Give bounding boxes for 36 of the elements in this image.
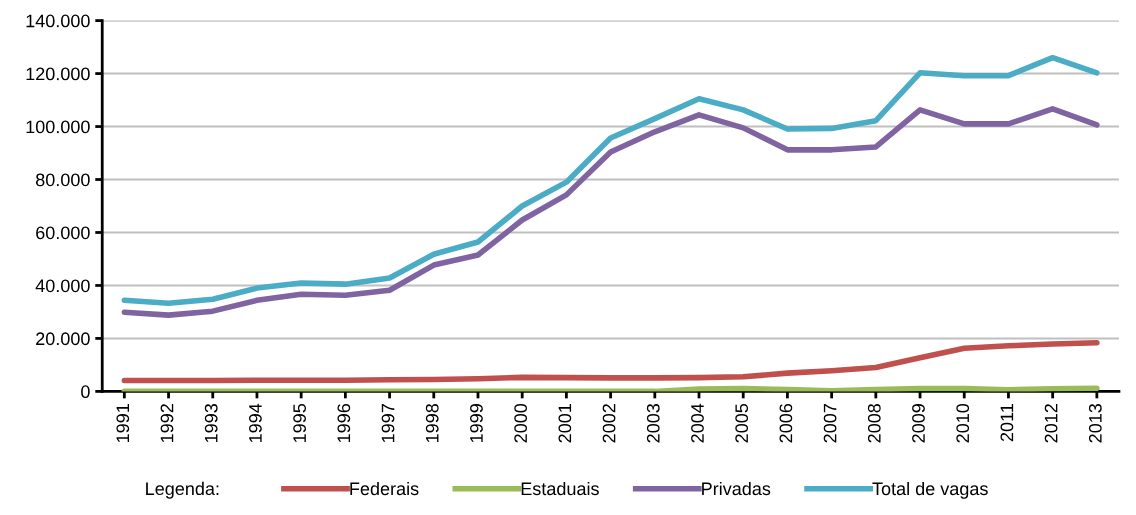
x-tick-label: 1992 (160, 404, 174, 442)
x-tick-label: 2007 (823, 404, 837, 443)
y-tick-label: 40.000 (35, 279, 90, 293)
x-tick-label: 2004 (691, 403, 704, 443)
x-tick-label: 1997 (381, 404, 395, 442)
x-tick-label: 2000 (514, 403, 528, 443)
legend-label: Privadas (702, 481, 771, 496)
x-tick-label: 1993 (204, 404, 218, 442)
x-tick-label: 2003 (646, 404, 660, 443)
x-tick-label: 2009 (912, 404, 925, 443)
x-tick-label: 2011 (1000, 404, 1014, 442)
y-tick-label: 20.000 (36, 332, 90, 346)
legend-label: Total de vagas (872, 481, 988, 499)
legend-label: Federais (350, 481, 419, 496)
x-tick-label: 2013 (1088, 404, 1102, 443)
y-tick-label: 60.000 (36, 226, 90, 240)
x-tick-label: 2012 (1044, 404, 1058, 443)
x-tick-label: 1998 (425, 403, 439, 442)
x-tick-label: 2002 (602, 404, 616, 443)
y-tick-label: 120.000 (26, 67, 90, 81)
x-tick-label: 1999 (470, 404, 483, 442)
y-tick-label: 80.000 (36, 173, 90, 187)
x-tick-label: 1994 (249, 403, 262, 442)
y-tick-label: 0 (81, 385, 90, 399)
x-tick-label: 2008 (867, 403, 881, 443)
x-tick-label: 2010 (956, 403, 970, 443)
x-tick-label: 1996 (337, 404, 351, 442)
x-tick-label: 1991 (116, 404, 130, 442)
x-tick-label: 2006 (779, 404, 793, 443)
legend-label: Estaduais (521, 481, 599, 496)
x-tick-label: 2001 (558, 404, 572, 443)
x-tick-label: 2005 (735, 403, 749, 443)
x-tick-label: 1995 (293, 403, 307, 442)
y-tick-label: 140.000 (26, 14, 90, 28)
y-tick-label: 100.000 (26, 120, 90, 134)
legend-title: Legenda: (146, 481, 219, 499)
